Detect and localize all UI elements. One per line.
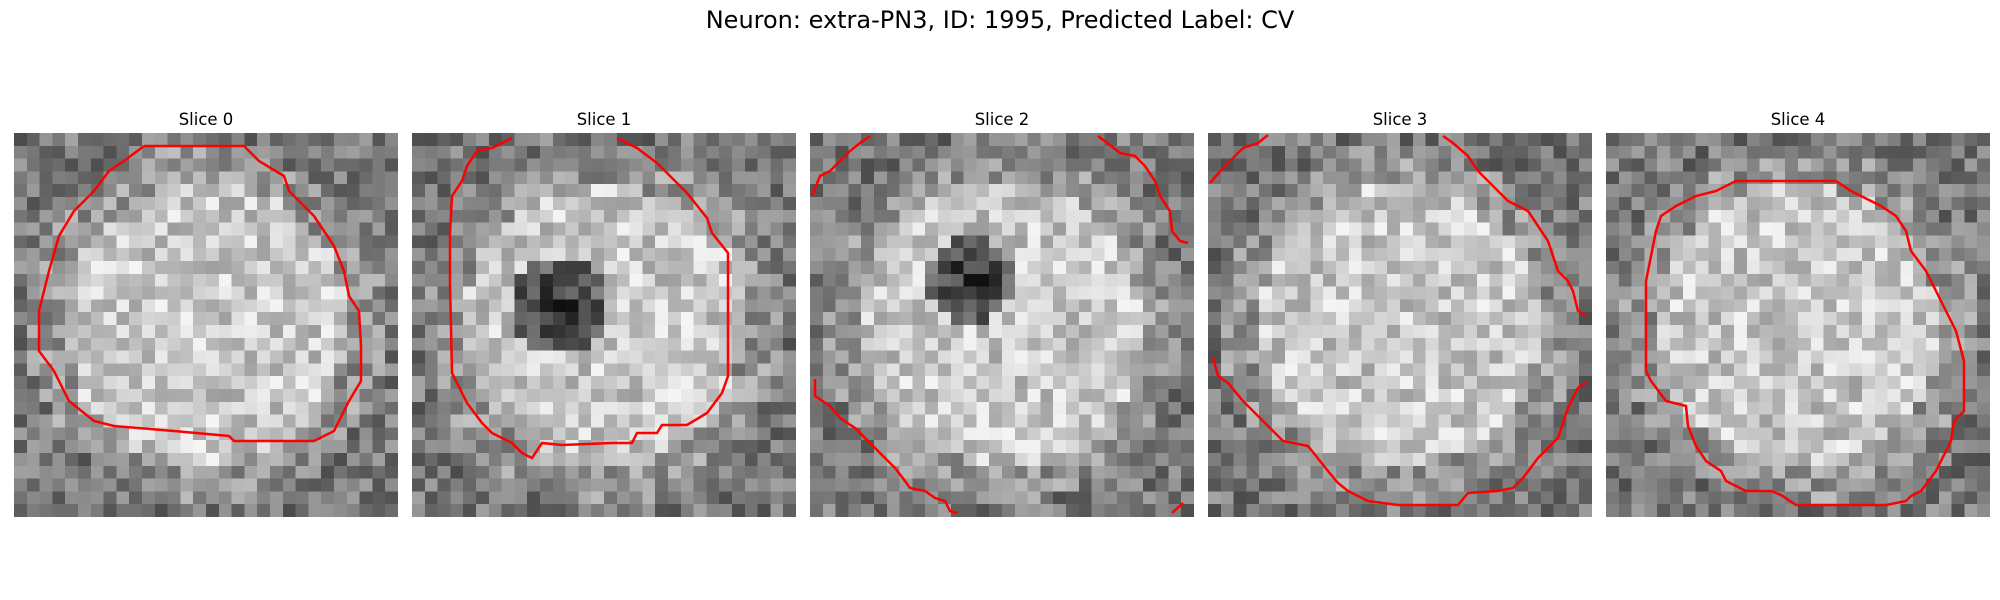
slice-image-0 xyxy=(14,133,398,517)
slice-pixels-0 xyxy=(14,133,398,517)
slice-pixels-3 xyxy=(1208,133,1592,517)
cell-contour-1 xyxy=(448,136,730,460)
cell-contour-4 xyxy=(1644,179,1966,507)
slice-pixels-4 xyxy=(1606,133,1990,517)
figure-title: Neuron: extra-PN3, ID: 1995, Predicted L… xyxy=(705,6,1295,34)
slice-image-1 xyxy=(412,133,796,517)
panel-title-slice-4: Slice 4 xyxy=(1770,110,1826,129)
slice-pixels-2 xyxy=(810,133,1194,517)
cell-contour-2 xyxy=(810,134,1189,515)
panel-title-slice-1: Slice 1 xyxy=(576,110,632,129)
panel-title-slice-0: Slice 0 xyxy=(178,110,234,129)
slice-image-4 xyxy=(1606,133,1990,517)
slice-pixels-1 xyxy=(412,133,796,517)
slice-image-3 xyxy=(1208,133,1592,517)
slice-image-2 xyxy=(810,133,1194,517)
panel-title-slice-2: Slice 2 xyxy=(974,110,1030,129)
cell-contour-3 xyxy=(1209,134,1587,507)
panel-title-slice-3: Slice 3 xyxy=(1372,110,1428,129)
cell-contour-0 xyxy=(37,144,363,443)
